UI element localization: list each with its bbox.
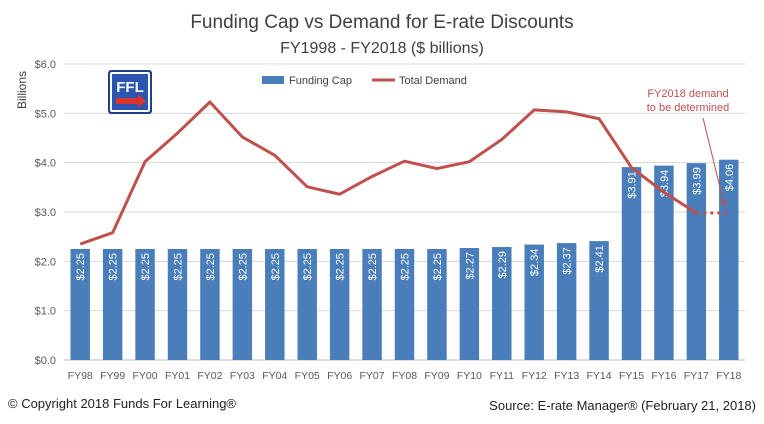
- copyright-text: © Copyright 2018 Funds For Learning®: [8, 396, 237, 411]
- x-tick-label: FY08: [392, 370, 417, 382]
- bar-value-label: $2.25: [400, 253, 412, 281]
- bar-value-label: $2.25: [270, 253, 282, 281]
- bar-value-label: $2.25: [75, 253, 87, 281]
- bar-series: [70, 159, 739, 360]
- y-tick-labels: $0.0 $1.0 $2.0 $3.0 $4.0 $5.0 $6.0: [35, 59, 56, 367]
- x-tick-label: FY98: [68, 370, 93, 382]
- x-tick-label: FY10: [457, 370, 482, 382]
- x-tick-label: FY09: [424, 370, 449, 382]
- chart-subtitle: FY1998 - FY2018 ($ billions): [280, 40, 484, 57]
- x-tick-label: FY14: [587, 370, 612, 382]
- x-tick-label: FY11: [490, 370, 514, 382]
- source-text: Source: E-rate Manager® (February 21, 20…: [489, 398, 756, 413]
- legend-label-funding-cap: Funding Cap: [289, 75, 352, 87]
- annotation-line: FY2018 demand: [647, 88, 728, 100]
- bar: [459, 248, 480, 360]
- bar: [200, 249, 220, 360]
- x-tick-label: FY18: [716, 370, 741, 382]
- bar-value-label: $2.25: [205, 253, 217, 281]
- bar-value-labels: $2.25 $2.25 $2.25 $2.25 $2.25 $2.25 $2.25 $2.25…: [75, 164, 736, 281]
- legend: Funding Cap Total Demand: [262, 75, 467, 87]
- bar-value-label: $2.34: [529, 249, 541, 277]
- bar-value-label: $4.06: [724, 164, 736, 192]
- logo-text: FFL: [116, 79, 144, 96]
- x-tick-label: FY12: [522, 370, 547, 382]
- x-tick-label: FY04: [262, 370, 287, 382]
- bar: [556, 243, 577, 360]
- ffl-logo: FFL: [108, 70, 152, 114]
- y-tick-label: $5.0: [35, 108, 56, 120]
- y-tick-label: $1.0: [35, 306, 56, 318]
- y-tick-label: $0.0: [35, 355, 56, 367]
- bar: [232, 249, 253, 360]
- bar: [427, 249, 447, 360]
- x-tick-label: FY02: [197, 370, 222, 382]
- x-tick-label: FY01: [165, 370, 190, 382]
- bar: [70, 249, 90, 360]
- bar-value-label: $2.25: [302, 253, 314, 281]
- bar: [621, 167, 642, 360]
- bar-value-label: $3.91: [627, 171, 639, 199]
- chart-title: Funding Cap vs Demand for E-rate Discoun…: [190, 12, 573, 33]
- bar: [492, 247, 512, 360]
- bar-value-label: $2.29: [497, 251, 509, 279]
- bar-value-label: $3.99: [691, 167, 703, 195]
- bar-value-label: $2.25: [367, 253, 379, 281]
- annotation-arrow-shaft: [702, 117, 726, 208]
- y-axis-label: Billions: [15, 71, 29, 109]
- bar-value-label: $2.25: [335, 253, 347, 281]
- bar: [524, 244, 544, 360]
- bar-value-label: $2.27: [464, 252, 476, 280]
- x-tick-label: FY13: [554, 370, 579, 382]
- bar: [297, 249, 317, 360]
- bar: [265, 249, 285, 360]
- bar: [589, 241, 609, 360]
- x-tick-label: FY17: [684, 370, 709, 382]
- bar: [102, 249, 123, 360]
- x-tick-label: FY99: [100, 370, 125, 382]
- x-tick-label: FY16: [651, 370, 676, 382]
- bar-value-label: $2.37: [562, 247, 574, 275]
- bar-value-label: $2.41: [594, 245, 606, 273]
- bar: [394, 249, 415, 360]
- y-tick-label: $4.0: [35, 158, 56, 170]
- x-tick-label: FY06: [327, 370, 352, 382]
- bar: [167, 249, 188, 360]
- annotation-line: to be determined: [647, 102, 730, 114]
- y-tick-label: $6.0: [35, 59, 56, 71]
- y-tick-label: $2.0: [35, 256, 56, 268]
- x-tick-label: FY05: [295, 370, 320, 382]
- x-tick-label: FY15: [619, 370, 644, 382]
- demand-line-series: [79, 100, 729, 246]
- bar-value-label: $2.25: [432, 253, 444, 281]
- bar: [654, 165, 674, 360]
- legend-swatch-funding-cap: [262, 76, 284, 84]
- legend-label-total-demand: Total Demand: [399, 75, 467, 87]
- bar: [686, 163, 707, 360]
- bar-value-label: $2.25: [108, 253, 120, 281]
- bar-value-label: $2.25: [140, 253, 152, 281]
- y-tick-label: $3.0: [35, 207, 56, 219]
- x-tick-labels: FY98 FY99 FY00 FY01 FY02 FY03 FY04 FY05 FY06 FY07…: [68, 370, 742, 382]
- bar: [362, 249, 382, 360]
- bar: [135, 249, 155, 360]
- x-tick-label: FY03: [230, 370, 255, 382]
- bar-value-label: $2.25: [173, 253, 185, 281]
- bar-value-label: $2.25: [237, 253, 249, 281]
- demand-line: [79, 100, 698, 246]
- annotation-arrow-head: [720, 200, 726, 207]
- x-tick-label: FY07: [360, 370, 385, 382]
- x-tick-label: FY00: [133, 370, 158, 382]
- annotation: FY2018 demand to be determined: [647, 88, 730, 208]
- bar: [329, 249, 350, 360]
- bar: [719, 159, 739, 360]
